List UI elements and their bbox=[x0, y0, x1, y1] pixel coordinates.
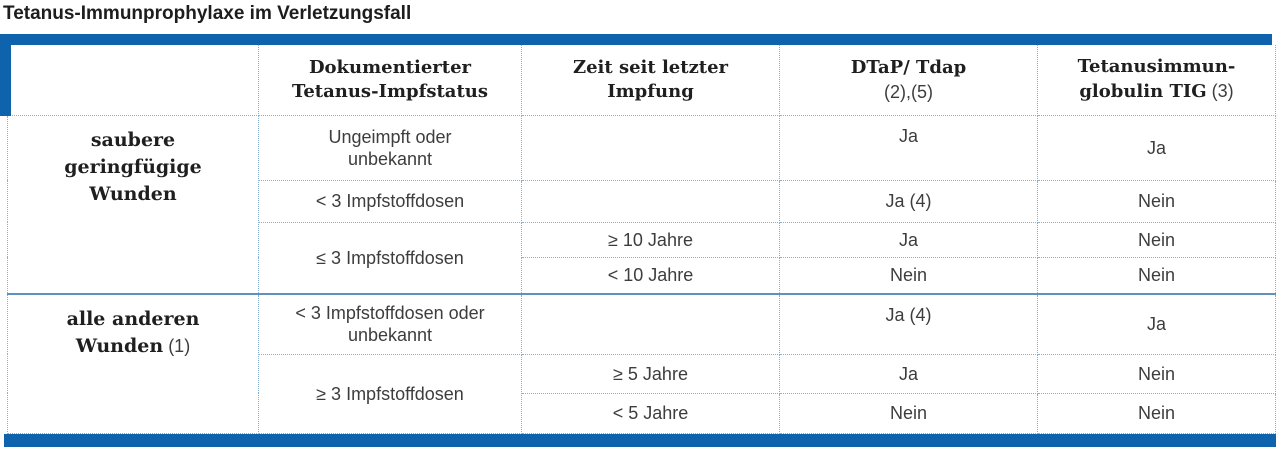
header-row: Dokumentierter Tetanus-Impfstatus Zeit s… bbox=[7, 45, 1276, 116]
header-line: Tetanusimmun- bbox=[1077, 56, 1236, 78]
cell-tig: Nein bbox=[1037, 353, 1276, 394]
column-header-zeit: Zeit seit letzter Impfung bbox=[521, 45, 780, 116]
header-footnote-refs: (2),(5) bbox=[884, 81, 933, 102]
header-line: globulin TIG (3) bbox=[1039, 79, 1275, 104]
cell-tig: Nein bbox=[1037, 221, 1276, 258]
table-row: alle anderen Wunden (1) < 3 Impfstoffdose… bbox=[7, 293, 1276, 434]
immunoprophylaxis-table: Dokumentierter Tetanus-Impfstatus Zeit s… bbox=[7, 45, 1276, 434]
table-row: < 5 Jahre Nein Nein bbox=[8, 392, 1276, 434]
header-line: DTaP/ Tdap bbox=[850, 56, 967, 78]
cell-dtap: Nein bbox=[779, 256, 1038, 295]
cell-dtap: Ja (4) bbox=[779, 293, 1038, 355]
cell-impfstatus: ≤ 3 Impfstoffdosen bbox=[258, 221, 522, 295]
cell-dtap: Ja bbox=[779, 221, 1038, 258]
corner-header-empty bbox=[7, 45, 259, 116]
table-row: saubere geringfügige Wunden Ungeimpft od… bbox=[7, 114, 1276, 295]
header-line: Zeit seit letzter bbox=[572, 56, 729, 78]
cell-dtap: Ja bbox=[779, 353, 1038, 394]
cell-zeit: < 5 Jahre bbox=[521, 392, 780, 434]
cell-tig: Ja bbox=[1037, 293, 1276, 355]
header-line: Tetanus-Impfstatus bbox=[292, 80, 488, 102]
row-group-label-text: alle anderen Wunden bbox=[66, 308, 200, 357]
cell-text: Ungeimpft oder unbekannt bbox=[328, 126, 452, 169]
cell-zeit: < 10 Jahre bbox=[521, 256, 780, 295]
row-group-label-clean-wounds: saubere geringfügige Wunden bbox=[7, 114, 259, 295]
column-header-impfstatus: Dokumentierter Tetanus-Impfstatus bbox=[258, 45, 522, 116]
cell-impfstatus: < 3 Impfstoffdosen bbox=[258, 179, 522, 223]
cell-dtap: Nein bbox=[779, 392, 1038, 434]
cell-dtap: Ja bbox=[779, 114, 1038, 181]
header-line: Impfung bbox=[607, 80, 694, 102]
cell-zeit-empty bbox=[521, 179, 780, 223]
row-group-footnote-ref: (1) bbox=[168, 336, 191, 356]
cell-zeit-empty bbox=[521, 114, 780, 181]
cell-tig: Ja bbox=[1037, 114, 1276, 181]
header-line-bold: globulin TIG bbox=[1079, 81, 1207, 103]
cell-tig: Nein bbox=[1037, 256, 1276, 295]
header-line: Dokumentierter bbox=[308, 56, 472, 78]
table-bottom-accent-bar bbox=[4, 433, 1276, 447]
tetanus-table: Dokumentierter Tetanus-Impfstatus Zeit s… bbox=[0, 34, 1276, 447]
row-group-label-wrap: alle anderen Wunden (1) bbox=[53, 306, 213, 360]
cell-impfstatus: ≥ 3 Impfstoffdosen bbox=[258, 353, 522, 434]
column-header-tig: Tetanusimmun- globulin TIG (3) bbox=[1037, 45, 1276, 116]
cell-impfstatus: Ungeimpft oder unbekannt bbox=[258, 114, 522, 181]
header-footnote-ref: (3) bbox=[1211, 81, 1234, 102]
cell-zeit-empty bbox=[521, 293, 780, 355]
row-group-label-other-wounds: alle anderen Wunden (1) bbox=[7, 293, 259, 434]
cell-zeit: ≥ 10 Jahre bbox=[521, 221, 780, 258]
cell-impfstatus: < 3 Impfstoffdosen oder unbekannt bbox=[258, 293, 522, 355]
cell-tig: Nein bbox=[1037, 392, 1276, 434]
row-group-label-text: saubere geringfügige Wunden bbox=[64, 128, 202, 205]
table-left-accent-bar bbox=[0, 34, 11, 116]
page-title: Tetanus-Immunprophylaxe im Verletzungsfa… bbox=[3, 3, 412, 24]
table-row: < 10 Jahre Nein Nein bbox=[8, 256, 1276, 295]
column-header-dtap: DTaP/ Tdap (2),(5) bbox=[779, 45, 1038, 116]
cell-tig: Nein bbox=[1037, 179, 1276, 223]
cell-dtap: Ja (4) bbox=[779, 179, 1038, 223]
cell-zeit: ≥ 5 Jahre bbox=[521, 353, 780, 394]
cell-text: < 3 Impfstoffdosen oder unbekannt bbox=[295, 303, 485, 346]
table-top-accent-bar bbox=[0, 34, 1272, 45]
